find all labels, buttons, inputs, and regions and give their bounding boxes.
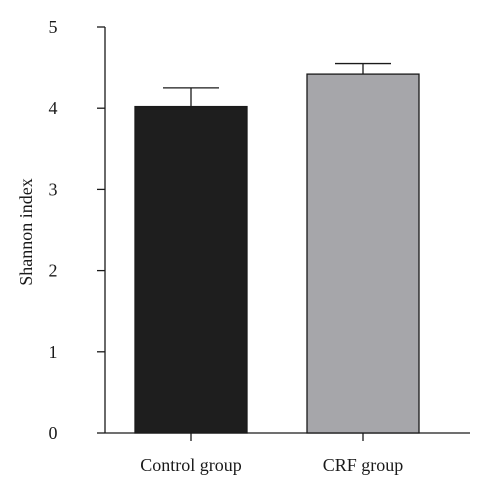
y-tick-label: 4 <box>49 98 58 118</box>
bar-control-group <box>134 105 248 434</box>
y-tick-label: 1 <box>49 342 58 362</box>
x-axis <box>105 432 470 441</box>
bar-crf-group <box>306 73 420 434</box>
y-tick-label: 2 <box>49 261 58 281</box>
category-labels: Control group CRF group <box>140 455 403 475</box>
y-tick-label: 3 <box>49 179 58 199</box>
bars <box>134 62 420 434</box>
y-tick-label: 5 <box>49 17 58 37</box>
y-axis: 0 1 2 3 4 5 <box>49 17 106 443</box>
x-category-label: Control group <box>140 455 242 475</box>
y-tick-label: 0 <box>49 423 58 443</box>
y-axis-title: Shannon index <box>16 178 36 286</box>
x-category-label: CRF group <box>323 455 404 475</box>
